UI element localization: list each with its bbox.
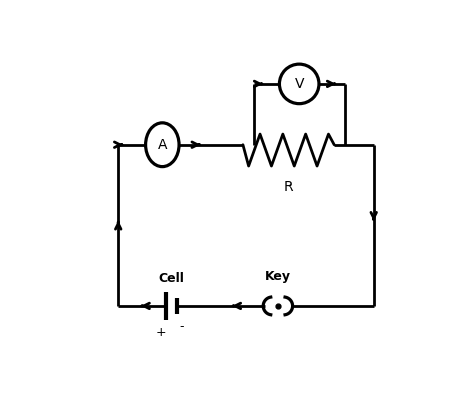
Circle shape [279, 64, 319, 103]
Text: Cell: Cell [158, 272, 184, 285]
Text: A: A [157, 138, 167, 152]
Text: -: - [180, 320, 184, 333]
Text: +: + [155, 326, 166, 339]
Text: Key: Key [265, 269, 291, 282]
Ellipse shape [146, 123, 179, 167]
Text: R: R [284, 180, 293, 194]
Text: V: V [294, 77, 304, 91]
